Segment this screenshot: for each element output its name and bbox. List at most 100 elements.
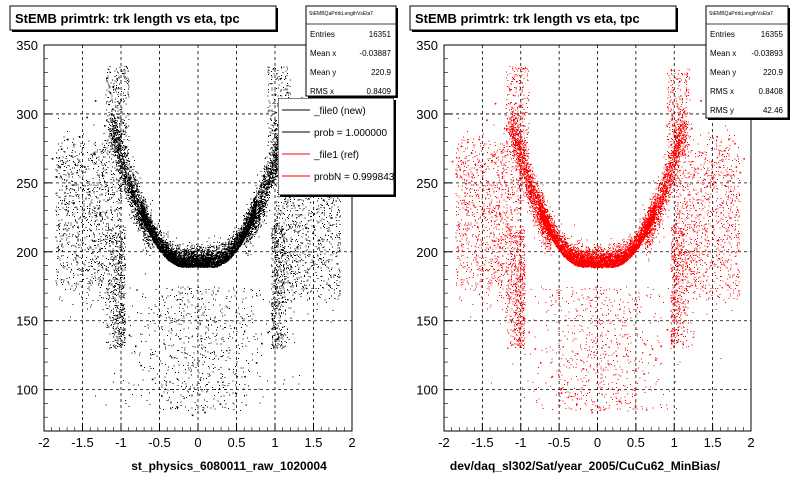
scatter-point [609,264,611,266]
scatter-point [678,80,681,83]
x-tick-label: 0 [194,435,201,450]
scatter-point [660,345,662,348]
scatter-point [672,125,675,127]
scatter-point [486,119,488,121]
scatter-point [124,147,127,149]
scatter-point [689,268,692,270]
scatter-point [93,152,95,155]
stats-label: Entries [710,30,735,39]
scatter-point [516,80,518,83]
scatter-point [578,260,580,262]
stats-box [705,5,789,119]
scatter-point [97,207,100,210]
title-box [9,5,277,31]
scatter-point [124,320,126,323]
scatter-point [628,244,630,247]
scatter-point [275,133,277,135]
scatter-point [537,193,540,196]
chart-title: StEMB primtrk: trk length vs eta, tpc [15,11,240,26]
scatter-point [244,375,246,378]
scatter-point [114,232,117,235]
scatter-point [128,334,131,337]
scatter-point [605,260,607,262]
scatter-point [313,213,316,215]
x-axis-label: st_physics_6080011_raw_1020004 [131,459,327,473]
scatter-point [524,144,527,146]
scatter-cloud [455,65,741,412]
scatter-point [59,166,61,168]
stats-name: StEMBQaPrtrkLengthVsEtaT [709,11,773,17]
scatter-point [632,246,634,248]
scatter-point [267,331,269,334]
scatter-point [122,122,125,124]
scatter-point [711,160,713,163]
stats-name: StEMBQaPrtrkLengthVsEtaT [309,11,373,17]
scatter-point [86,116,88,119]
chart-title: StEMB primtrk: trk length vs eta, tpc [415,11,640,26]
scatter-point [616,260,619,262]
scatter-point [281,229,283,232]
stats-label: Mean y [310,68,336,77]
scatter-point [721,202,724,204]
scatter-point [549,224,552,226]
scatter-point [642,224,644,226]
scatter-point [643,373,646,375]
scatter-point [601,267,603,269]
scatter-point [94,100,97,102]
scatter-point [634,389,636,392]
scatter-point [76,171,78,174]
y-tick-label: 150 [416,314,438,329]
scatter-point [258,191,260,193]
scatter-point [51,158,54,160]
scatter-point [560,392,563,394]
scatter-point [221,254,223,257]
scatter-point [511,111,514,113]
scatter-point [513,283,515,286]
scatter-point [668,155,670,157]
scatter-point [235,392,237,394]
scatter-point [509,89,511,91]
x-tick-label: -1.5 [71,435,93,450]
x-tick-label: 1.5 [704,435,722,450]
scatter-point [265,166,268,168]
x-tick-label: 2 [747,435,754,450]
scatter-point [528,331,530,334]
scatter-point [706,185,709,188]
scatter-point [127,152,129,155]
scatter-point [553,224,555,226]
legend-label: prob = 1.000000 [314,128,388,139]
scatter-point [245,221,248,224]
scatter-point [251,207,254,210]
scatter-point [603,408,606,411]
scatter-point [542,196,544,199]
scatter-point [662,177,665,179]
scatter-point [271,318,274,320]
scatter-point [691,127,693,130]
stats-label: Mean y [710,68,736,77]
stats-value: 42.46 [763,106,784,115]
scatter-point [559,235,561,237]
scatter-point [198,265,200,268]
scatter-point [161,395,163,397]
scatter-point [685,89,688,91]
scatter-point [676,105,679,108]
scatter-point [473,204,475,207]
scatter-point [503,127,506,130]
scatter-point [639,235,642,237]
scatter-point [109,91,112,94]
x-tick-label: 1.5 [304,435,322,450]
y-tick-label: 350 [416,38,438,53]
x-tick-label: -2 [438,435,450,450]
y-tick-label: 300 [16,107,38,122]
scatter-point [597,262,600,265]
stats-label: Entries [310,30,335,39]
scatter-point [688,193,690,196]
y-tick-label: 150 [16,314,38,329]
legend-label: _file0 (new) [313,106,366,117]
scatter-point [113,286,115,288]
scatter-point [60,148,63,150]
scatter-point [574,251,577,254]
scatter-point [240,232,242,235]
scatter-point [288,196,291,199]
scatter-point [204,411,206,414]
